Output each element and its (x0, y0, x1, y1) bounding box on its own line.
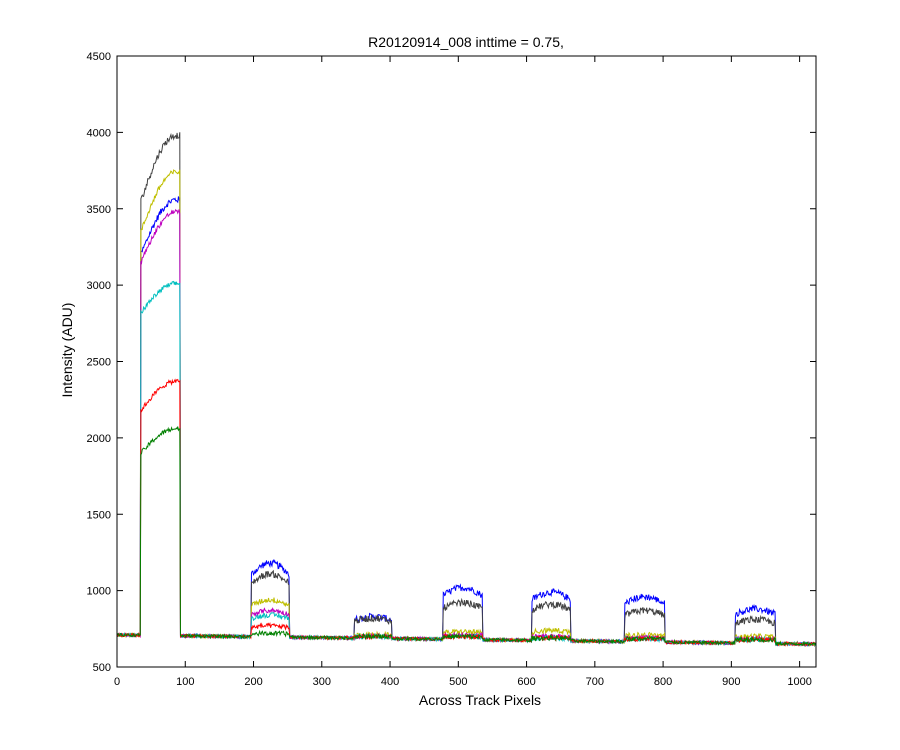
y-tick-label: 3000 (87, 280, 111, 292)
y-tick-label: 2500 (87, 357, 111, 369)
y-tick-label: 1000 (87, 586, 111, 598)
y-axis: 500 1000 1500 2000 2500 3000 3500 4000 4500 (87, 51, 816, 674)
x-tick-label: 100 (176, 676, 194, 688)
y-axis-label: Intensity (ADU) (59, 303, 75, 398)
x-tick-label: 1000 (787, 676, 811, 688)
x-tick-label: 200 (244, 676, 262, 688)
x-tick-label: 300 (313, 676, 331, 688)
x-axis-label: Across Track Pixels (419, 692, 541, 708)
x-tick-label: 700 (586, 676, 604, 688)
y-tick-label: 2000 (87, 433, 111, 445)
x-tick-label: 400 (381, 676, 399, 688)
y-tick-label: 1500 (87, 509, 111, 521)
x-tick-label: 0 (114, 676, 120, 688)
x-tick-label: 500 (449, 676, 467, 688)
y-tick-label: 4500 (87, 51, 111, 63)
y-tick-label: 500 (93, 662, 111, 674)
y-tick-label: 3500 (87, 204, 111, 216)
plot-area (117, 56, 816, 667)
x-axis: 0 100 200 300 400 500 600 700 800 900 1000 (114, 56, 812, 688)
chart-title: R20120914_008 inttime = 0.75, (368, 34, 564, 50)
series-line (116, 426, 817, 647)
x-tick-label: 800 (654, 676, 672, 688)
series-layer (116, 132, 817, 648)
x-tick-label: 600 (517, 676, 535, 688)
y-tick-label: 4000 (87, 127, 111, 139)
x-tick-label: 900 (722, 676, 740, 688)
